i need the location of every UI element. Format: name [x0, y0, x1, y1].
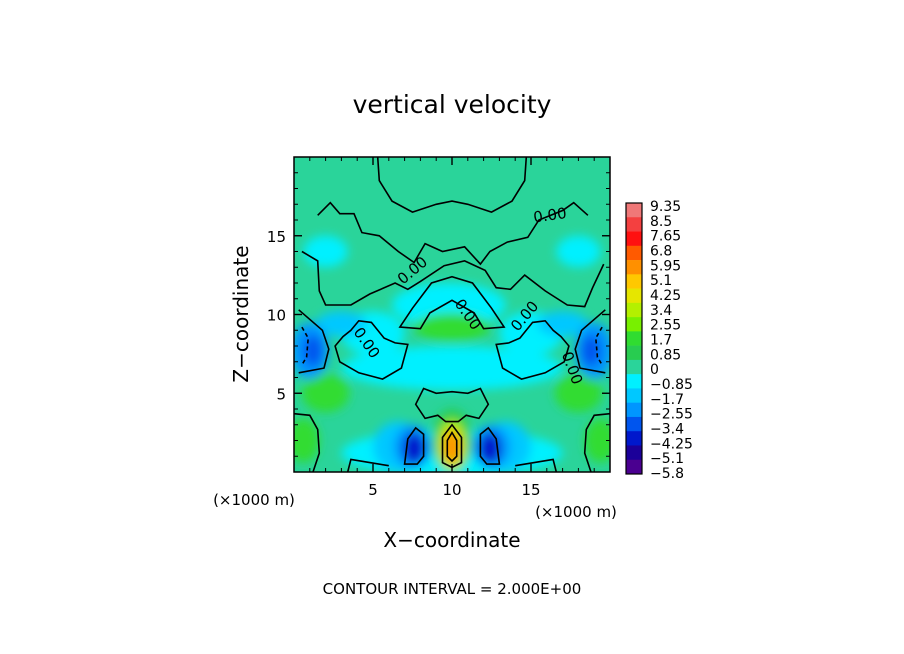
field-patch: [478, 432, 501, 465]
field-patch: [391, 283, 506, 328]
colorbar-label: 3.4: [650, 303, 672, 319]
chart-title: vertical velocity: [353, 90, 552, 119]
colorbar-label: −4.25: [650, 436, 693, 452]
colorbar-label: 9.35: [650, 199, 681, 215]
x-axis-unit-label: (×1000 m): [213, 491, 295, 509]
field-patch: [537, 311, 588, 337]
colorbar-swatch: [626, 317, 642, 332]
colorbar-swatch: [626, 260, 642, 275]
colorbar-frame: [625, 202, 643, 475]
colorbar-swatch: [626, 302, 642, 318]
field-patch: [443, 429, 461, 465]
y-tick-label: 5: [276, 385, 286, 403]
x-tick-label: 5: [368, 481, 378, 499]
x-axis-label: X−coordinate: [383, 528, 520, 552]
colorbar-label: −1.7: [650, 392, 684, 408]
field-patch: [403, 432, 426, 465]
contour-line: [298, 309, 330, 374]
colorbar-label: −5.8: [650, 466, 684, 482]
contour-line: [583, 412, 610, 472]
field-patch: [584, 418, 610, 463]
field-patch: [556, 235, 601, 268]
y-tick-label: 10: [267, 307, 286, 325]
contour-line: [376, 157, 528, 213]
colorbar-swatch: [626, 431, 642, 446]
plot-area: [294, 157, 610, 472]
colorbar-swatch: [626, 245, 642, 261]
field-patch: [414, 312, 490, 342]
field-patch: [303, 235, 348, 268]
colorbar-label: 0: [650, 362, 659, 378]
contour-label: 0.00: [532, 204, 568, 226]
colorbar-label: 5.1: [650, 273, 672, 289]
colorbar-swatch: [626, 416, 642, 432]
colorbar-label: −2.55: [650, 407, 693, 423]
colorbar-swatch: [626, 374, 642, 389]
contour-line: [301, 326, 310, 366]
colorbar-swatch: [626, 402, 642, 418]
colorbar-label: 7.65: [650, 229, 681, 245]
contour-line: [317, 201, 589, 266]
contour-lines: [294, 157, 610, 472]
colorbar-swatch: [626, 359, 642, 375]
field-patch: [341, 346, 563, 391]
contour-line: [414, 387, 490, 423]
y-axis-ticks: 5 10 15: [267, 172, 610, 457]
colorbar-swatch: [626, 445, 642, 461]
contour-line: [479, 426, 501, 465]
field-patch: [301, 374, 350, 413]
y-axis-label: Z−coordinate: [229, 245, 253, 382]
field-patch: [316, 311, 367, 337]
contour-line: [301, 250, 605, 308]
colorbar-swatch: [626, 231, 642, 247]
contour-line: [294, 412, 321, 472]
colorbar-swatch: [626, 274, 642, 289]
contour-line: [574, 309, 606, 374]
colorbar-label: 4.25: [650, 288, 681, 304]
z-axis-unit-label: (×1000 m): [535, 503, 617, 521]
colorbar-swatch: [626, 288, 642, 304]
colorbar-label: 6.8: [650, 243, 672, 259]
contour-line: [446, 431, 458, 463]
contour-interval-text: CONTOUR INTERVAL = 2.000E+00: [323, 580, 582, 598]
colorbar-label: −5.1: [650, 451, 684, 467]
colorbar-swatch: [626, 345, 642, 361]
contour-line: [398, 275, 506, 330]
colorbar-label: −0.85: [650, 377, 693, 393]
contour-line: [515, 458, 558, 472]
colorbar-label: −3.4: [650, 421, 684, 437]
colorbar-label: 1.7: [650, 332, 672, 348]
contour-line: [594, 326, 603, 366]
colorbar-swatch: [626, 388, 642, 403]
x-tick-label: 15: [521, 481, 540, 499]
contour-line: [334, 319, 409, 380]
field-patch: [294, 418, 320, 463]
x-axis-ticks: 5 10 15: [309, 157, 595, 499]
contour-line: [346, 458, 389, 472]
x-tick-label: 10: [442, 481, 461, 499]
y-tick-label: 15: [267, 228, 286, 246]
colorbar-swatch: [626, 203, 642, 218]
colorbar-label: 8.5: [650, 214, 672, 230]
contour-line: [403, 426, 425, 465]
contour-line: [495, 319, 570, 380]
colorbar-label: 0.85: [650, 347, 681, 363]
field-patch: [303, 334, 323, 367]
colorbar-label: 2.55: [650, 318, 681, 334]
colorbar-label: 5.95: [650, 258, 681, 274]
colorbar-swatch: [626, 217, 642, 232]
colorbar: 9.358.57.656.85.955.14.253.42.551.70.850…: [625, 199, 693, 482]
colorbar-swatch: [626, 331, 642, 346]
colorbar-swatch: [626, 459, 642, 475]
field-patch: [554, 374, 603, 413]
field-patch: [581, 334, 601, 367]
